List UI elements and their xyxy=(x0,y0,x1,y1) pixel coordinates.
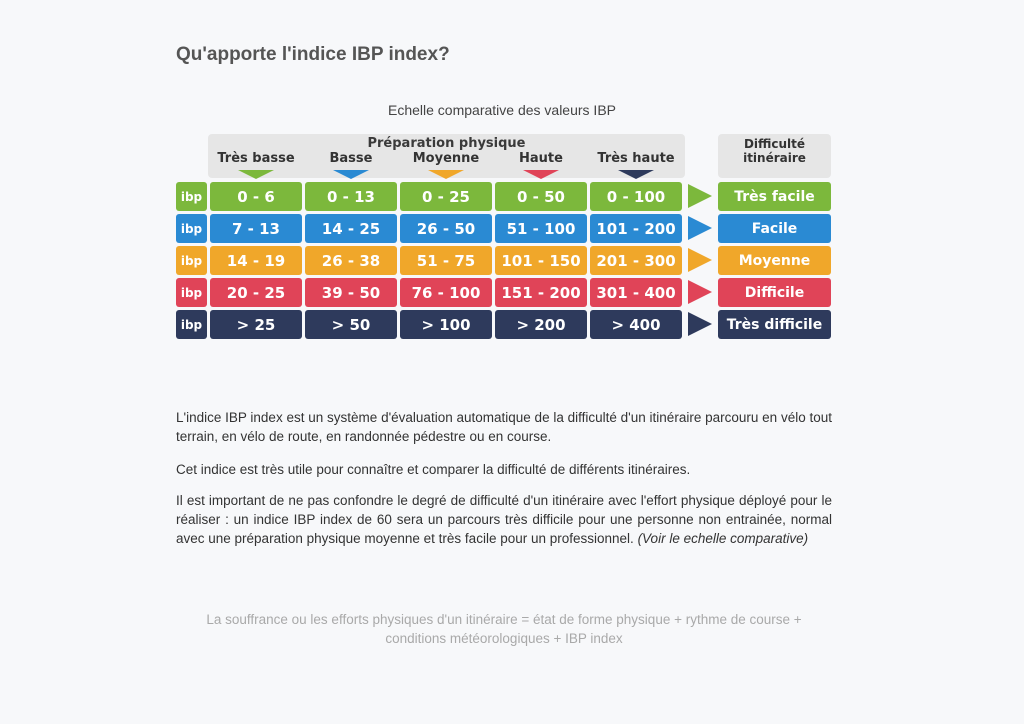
ibp-range-cell: > 100 xyxy=(400,310,492,339)
ibp-range-cell: 151 - 200 xyxy=(495,278,587,307)
ibp-range-cell: 76 - 100 xyxy=(400,278,492,307)
ibp-range-cell: 26 - 38 xyxy=(305,246,397,275)
difficulty-cell: Moyenne xyxy=(718,246,831,275)
preparation-title: Préparation physique xyxy=(367,136,526,151)
footnote-line-1: La souffrance ou les efforts physiques d… xyxy=(206,612,802,627)
difficulty-header-band xyxy=(718,134,831,178)
ibp-range-cell: 7 - 13 xyxy=(210,214,302,243)
ibp-badge: ibp xyxy=(176,214,207,243)
ibp-range-cell: > 400 xyxy=(590,310,682,339)
ibp-badge: ibp xyxy=(176,246,207,275)
ibp-badge: ibp xyxy=(176,310,207,339)
level-arrow-icon xyxy=(333,170,369,179)
difficulty-cell: Très facile xyxy=(718,182,831,211)
ibp-range-cell: > 25 xyxy=(210,310,302,339)
row-arrow-icon xyxy=(688,312,712,336)
difficulty-title-line2: itinéraire xyxy=(743,151,806,165)
difficulty-cell: Très difficile xyxy=(718,310,831,339)
ibp-range-cell: 0 - 25 xyxy=(400,182,492,211)
ibp-range-cell: > 50 xyxy=(305,310,397,339)
ibp-range-cell: 101 - 200 xyxy=(590,214,682,243)
ibp-range-cell: 0 - 13 xyxy=(305,182,397,211)
ibp-range-cell: 201 - 300 xyxy=(590,246,682,275)
footnote-line-2: conditions météorologiques + IBP index xyxy=(385,631,623,646)
ibp-range-cell: 26 - 50 xyxy=(400,214,492,243)
level-label-basse: Basse xyxy=(329,151,373,166)
ibp-badge: ibp xyxy=(176,182,207,211)
level-label-tres-haute: Très haute xyxy=(597,151,675,166)
ibp-range-cell: 301 - 400 xyxy=(590,278,682,307)
table-row: ibp 14 - 19 26 - 38 51 - 75 101 - 150 201 - 3… xyxy=(176,246,836,275)
page-title: Qu'apporte l'indice IBP index? xyxy=(176,44,450,65)
level-label-moyenne: Moyenne xyxy=(412,151,480,166)
ibp-range-cell: 51 - 100 xyxy=(495,214,587,243)
level-arrow-icon xyxy=(618,170,654,179)
difficulty-cell: Facile xyxy=(718,214,831,243)
ibp-range-cell: 0 - 50 xyxy=(495,182,587,211)
difficulty-title-line1: Difficulté xyxy=(743,137,806,151)
ibp-range-cell: 20 - 25 xyxy=(210,278,302,307)
level-arrow-icon xyxy=(238,170,274,179)
level-arrow-icon xyxy=(523,170,559,179)
level-arrow-icon xyxy=(428,170,464,179)
table-caption: Echelle comparative des valeurs IBP xyxy=(388,102,616,118)
table-row: ibp 7 - 13 14 - 25 26 - 50 51 - 100 101 - 200… xyxy=(176,214,836,243)
level-label-tres-basse: Très basse xyxy=(217,151,295,166)
ibp-range-cell: 14 - 19 xyxy=(210,246,302,275)
row-arrow-icon xyxy=(688,280,712,304)
row-arrow-icon xyxy=(688,184,712,208)
ibp-range-cell: 0 - 6 xyxy=(210,182,302,211)
see-scale-note: (Voir le echelle comparative) xyxy=(637,531,809,546)
paragraph-intro: L'indice IBP index est un système d'éval… xyxy=(176,410,832,444)
paragraph-distinction-text: Il est important de ne pas confondre le … xyxy=(176,493,832,546)
paragraph-utility: Cet indice est très utile pour connaître… xyxy=(176,462,691,477)
level-label-haute: Haute xyxy=(519,151,563,166)
table-row: ibp 20 - 25 39 - 50 76 - 100 151 - 200 301 - … xyxy=(176,278,836,307)
ibp-range-cell: 39 - 50 xyxy=(305,278,397,307)
table-row: ibp > 25 > 50 > 100 > 200 > 400 Très difficile xyxy=(176,310,836,339)
ibp-range-cell: 0 - 100 xyxy=(590,182,682,211)
ibp-range-cell: 14 - 25 xyxy=(305,214,397,243)
ibp-range-cell: 51 - 75 xyxy=(400,246,492,275)
paragraph-distinction: Il est important de ne pas confondre le … xyxy=(176,491,832,548)
ibp-range-cell: 101 - 150 xyxy=(495,246,587,275)
difficulty-cell: Difficile xyxy=(718,278,831,307)
difficulty-title: Difficulté itinéraire xyxy=(718,137,831,165)
footnote-formula: La souffrance ou les efforts physiques d… xyxy=(176,610,832,648)
ibp-range-cell: > 200 xyxy=(495,310,587,339)
ibp-badge: ibp xyxy=(176,278,207,307)
row-arrow-icon xyxy=(688,216,712,240)
row-arrow-icon xyxy=(688,248,712,272)
